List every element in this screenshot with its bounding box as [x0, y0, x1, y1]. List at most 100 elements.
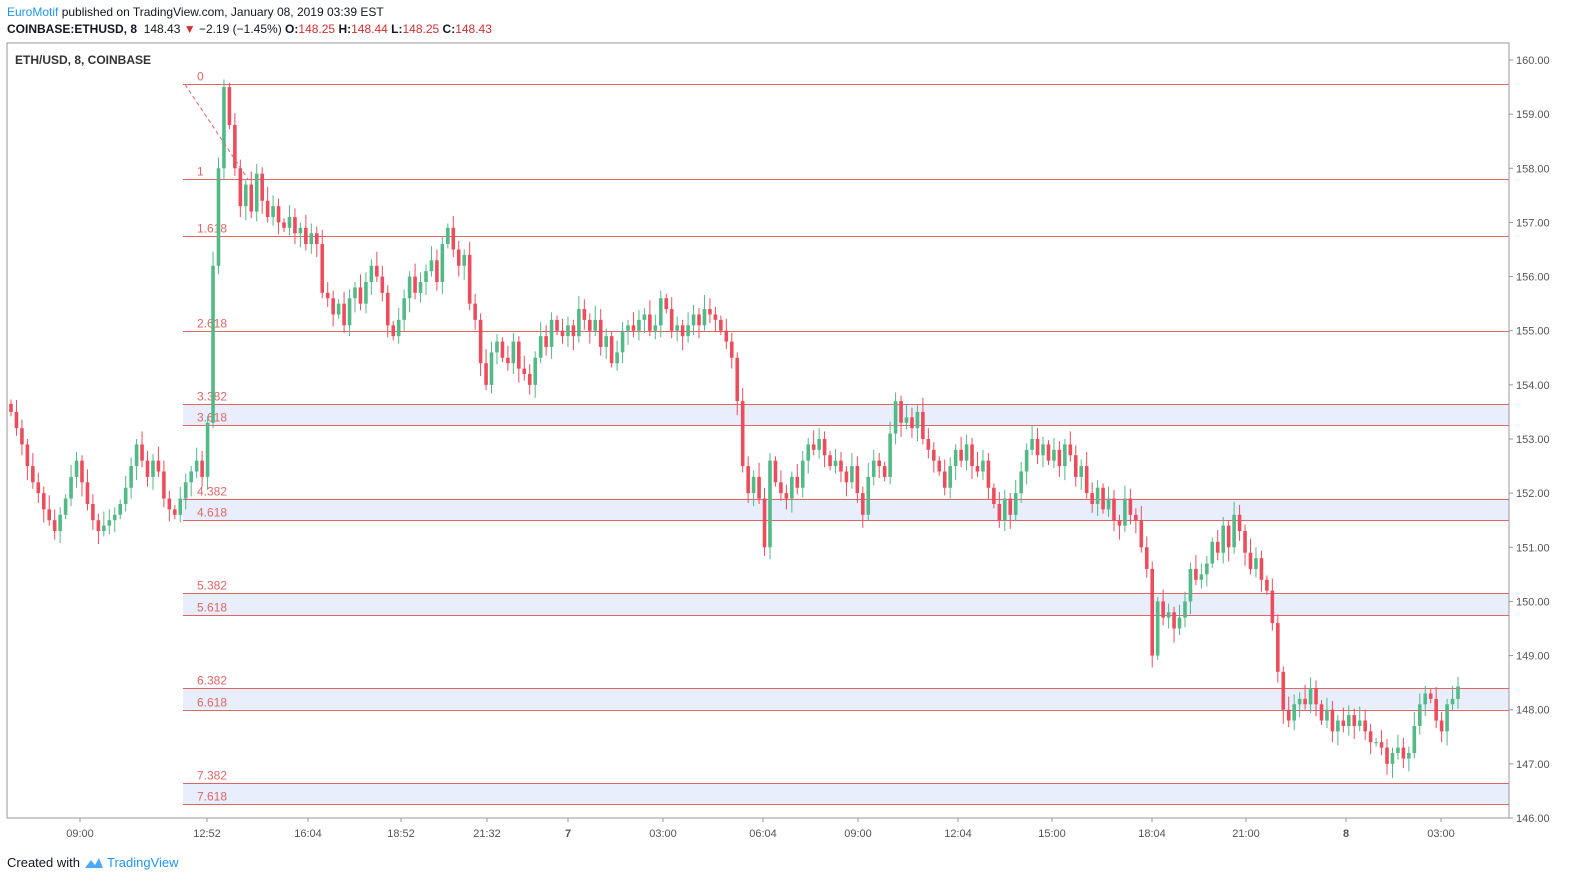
- fib-levels: 011.6182.6183.3823.6184.3824.6185.3825.6…: [183, 70, 1509, 805]
- candle-body: [1357, 720, 1362, 726]
- candle-body: [544, 336, 548, 347]
- candle-body: [162, 471, 166, 499]
- fib-label: 7.618: [197, 790, 227, 804]
- candle-body: [981, 460, 985, 472]
- candle-body: [1117, 520, 1122, 526]
- candle-body: [642, 314, 647, 320]
- candle-body: [1325, 709, 1329, 721]
- candle-body: [779, 482, 783, 494]
- y-tick-label: 156.00: [1516, 272, 1550, 284]
- candle-body: [134, 444, 139, 467]
- candle-body: [549, 319, 554, 347]
- candle-body: [680, 325, 685, 337]
- candle-body: [1330, 709, 1335, 732]
- candle-body: [1215, 541, 1220, 553]
- x-tick-label: 15:00: [1038, 828, 1066, 840]
- tradingview-brand-link[interactable]: TradingView: [106, 855, 179, 870]
- candle-body: [336, 303, 341, 315]
- x-tick-label: 21:32: [473, 828, 501, 840]
- candle-body: [233, 124, 237, 169]
- candle-body: [314, 233, 319, 245]
- candle-body: [1139, 520, 1144, 548]
- candle-body: [107, 520, 112, 526]
- candle-body: [888, 433, 892, 477]
- candle-body: [1172, 612, 1176, 629]
- price-chart[interactable]: 011.6182.6183.3823.6184.3824.6185.3825.6…: [0, 0, 1588, 850]
- x-tick-label: 12:04: [944, 828, 972, 840]
- candle-body: [375, 265, 379, 277]
- publish-info: EuroMotif published on TradingView.com, …: [7, 5, 384, 19]
- candle-body: [451, 227, 456, 250]
- candle-body: [1276, 623, 1280, 672]
- fib-label: 0: [197, 70, 204, 84]
- y-tick-label: 150.00: [1516, 596, 1550, 608]
- candle-body: [757, 476, 761, 499]
- candle-body: [1046, 444, 1051, 461]
- candle-body: [309, 233, 314, 245]
- candle-body: [729, 341, 734, 358]
- candle-body: [1084, 466, 1089, 494]
- candle-body: [1052, 449, 1056, 461]
- candle-body: [686, 325, 690, 337]
- candle-body: [47, 509, 52, 521]
- candle-body: [140, 444, 144, 461]
- candle-body: [1155, 601, 1160, 656]
- candle-body: [1210, 541, 1215, 564]
- open-value: 148.25: [298, 22, 336, 36]
- x-tick-label: 8: [1343, 828, 1349, 840]
- candle-body: [1352, 715, 1357, 726]
- fib-label: 7.382: [197, 769, 227, 783]
- candle-body: [1336, 720, 1340, 732]
- candle-body: [1205, 563, 1209, 575]
- candle-body: [467, 254, 472, 304]
- candle-body: [118, 503, 123, 515]
- candle-body: [1346, 715, 1351, 726]
- candle-body: [1013, 493, 1018, 515]
- y-tick-label: 158.00: [1516, 163, 1550, 175]
- down-arrow-icon: ▼: [183, 22, 196, 36]
- candle-body: [953, 449, 958, 467]
- fib-band: [183, 782, 1509, 805]
- candle-body: [407, 276, 412, 299]
- candle-body: [1019, 471, 1023, 494]
- candle-body: [511, 341, 516, 364]
- candle-body: [538, 336, 543, 358]
- time-axis: 09:00 12:52 16:04 18:52 21:32 7 03:00 06:04 09:0…: [66, 818, 1455, 840]
- candle-body: [1423, 693, 1428, 705]
- candle-body: [1407, 753, 1411, 759]
- candle-body: [74, 460, 79, 477]
- candle-body: [418, 281, 423, 293]
- candle-body: [1319, 704, 1324, 721]
- candle-body: [1401, 747, 1406, 759]
- candle-body: [648, 314, 652, 331]
- price-axis: 160.00 159.00 158.00 157.00 156.00 155.00 154.…: [1509, 55, 1550, 825]
- candle-body: [975, 466, 980, 472]
- candle-body: [396, 319, 401, 337]
- candle-body: [598, 319, 603, 347]
- low-value: 148.25: [402, 22, 440, 36]
- candle-body: [1134, 514, 1138, 521]
- candle-body: [58, 514, 62, 532]
- candle-body: [347, 298, 352, 326]
- candle-body: [790, 476, 794, 499]
- author-link[interactable]: EuroMotif: [7, 5, 59, 19]
- candle-body: [254, 173, 259, 212]
- candle-body: [1123, 498, 1127, 526]
- candle-body: [1073, 455, 1078, 477]
- candle-body: [293, 217, 297, 234]
- candle-body: [817, 439, 821, 450]
- x-tick-label: 06:04: [749, 828, 777, 840]
- candle-body: [282, 222, 286, 228]
- candle-body: [1041, 444, 1045, 456]
- candle-body: [1188, 568, 1193, 602]
- y-tick-label: 151.00: [1516, 542, 1550, 554]
- candle-body: [839, 460, 843, 472]
- candle-body: [855, 466, 860, 494]
- footer: Created with TradingView: [7, 855, 179, 870]
- fib-label: 4.382: [197, 485, 227, 499]
- created-with-label: Created with: [7, 855, 80, 870]
- candle-body: [1079, 466, 1084, 477]
- candle-body: [1063, 444, 1067, 467]
- candle-body: [63, 498, 68, 515]
- candle-body: [986, 460, 991, 488]
